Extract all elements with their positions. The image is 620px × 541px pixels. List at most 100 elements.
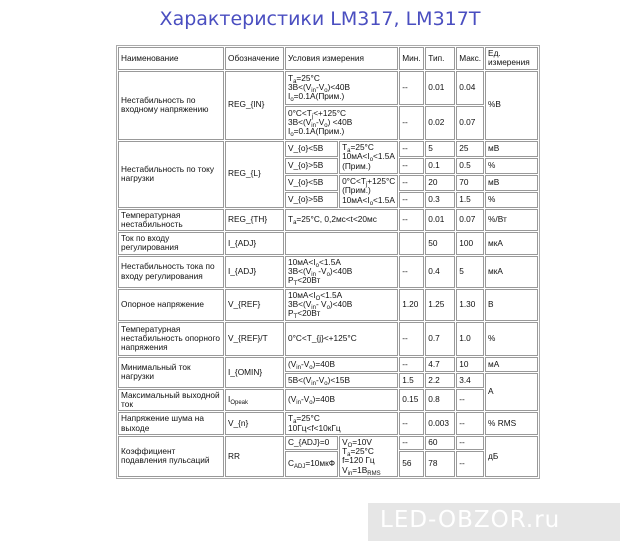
- table-header: Наименование Обозначение Условия измерен…: [118, 47, 539, 70]
- cell-cond: V_{o}<5В: [285, 174, 339, 191]
- cell-name: Опорное напряжение: [118, 288, 224, 321]
- cell-min: --: [399, 70, 425, 105]
- table-row: Опорное напряжение V_{REF} 10мА<IO<1.5А 3…: [118, 288, 539, 321]
- characteristics-table: Наименование Обозначение Условия измерен…: [116, 45, 541, 479]
- cell-max: 0.04: [456, 70, 485, 105]
- cell-max: 0.07: [456, 105, 485, 140]
- cell-min: --: [399, 435, 425, 450]
- cell-symbol: I_{OMIN}: [225, 356, 284, 388]
- cell-symbol: I_{ADJ}: [225, 232, 284, 255]
- cell-name: Температурная нестабильность: [118, 208, 224, 232]
- watermark: LED-OBZOR.ru: [368, 503, 620, 541]
- cell-unit: %: [485, 157, 539, 174]
- cell-unit: %: [485, 321, 539, 356]
- cell-max: --: [456, 388, 485, 412]
- cell-max: 1.30: [456, 288, 485, 321]
- cell-cond: C_{ADJ}=0: [285, 435, 339, 450]
- cell-typ: 20: [425, 174, 456, 191]
- cell-cond: 0°C<Tj+125°C (Прим.) 10мА<Io<1.5А: [339, 174, 399, 208]
- cell-cond: Ta=25°C, 0,2мс<t<20мс: [285, 208, 399, 232]
- cell-unit: А: [485, 372, 539, 412]
- cell-unit: % RMS: [485, 412, 539, 435]
- cell-min: --: [399, 105, 425, 140]
- table-row: Нестабильность по току нагрузки REG_{L} …: [118, 140, 539, 208]
- cell-max: 0.5: [456, 157, 485, 174]
- cell-symbol: REG_{L}: [225, 140, 284, 208]
- cell-typ: 60: [425, 435, 456, 450]
- cell-cond: V_{o}>5В: [285, 157, 339, 174]
- cell-unit: %В: [485, 70, 539, 140]
- cell-cond: V_{o}>5В: [285, 191, 339, 208]
- cell-max: --: [456, 450, 485, 477]
- cell-name: Напряжение шума на выходе: [118, 412, 224, 435]
- table-row: 0°C<Tj<+125°C 3В<(Vin-Vo) <40В Io=0.1А(При…: [118, 105, 538, 140]
- cell-unit: мВ: [485, 174, 539, 191]
- cell-cond: 0°C<T_{j}<+125°C: [285, 321, 399, 356]
- cell-typ: 0.01: [425, 208, 456, 232]
- cell-min: --: [399, 255, 425, 288]
- header-unit: Ед. измерения: [485, 47, 539, 70]
- cell-min: 56: [399, 450, 425, 477]
- cell-typ: 50: [425, 232, 456, 255]
- cell-max: 1.5: [456, 191, 485, 208]
- cell-name: Коэффициент подавления пульсаций: [118, 435, 224, 477]
- cell-name: Ток по входу регулирования: [118, 232, 224, 255]
- cell-cond: 10мА<IO<1.5А 3В<(Vin- Vo)<40В PT<20Вт: [285, 288, 399, 321]
- cell-symbol: REG_{IN}: [225, 70, 284, 140]
- cell-typ: 0.7: [425, 321, 456, 356]
- cell-symbol: I_{ADJ}: [225, 255, 284, 288]
- cell-max: 1.0: [456, 321, 485, 356]
- table-row: CADJ=10мкФ 56 78 --: [118, 450, 538, 477]
- cell-unit: %: [485, 191, 539, 208]
- cell-max: --: [456, 435, 485, 450]
- cell-typ: 0.3: [425, 191, 456, 208]
- header-max: Макс.: [456, 47, 485, 70]
- table-row: V_{o}>5В -- 0.1 0.5 %: [118, 157, 539, 174]
- table-row: Ток по входу регулирования I_{ADJ} 50 10…: [118, 232, 539, 255]
- cell-cond: [285, 232, 399, 255]
- table-row: 5В<(Vin-Vo)<15В 1.5 2.2 3.4 А: [118, 372, 539, 412]
- cell-cond: Ta=25°C 10мА<Io<1.5А (Прим.): [339, 140, 399, 174]
- cell-name: Температурная нестабильность опорного на…: [118, 321, 224, 356]
- cell-max: 5: [456, 255, 485, 288]
- cell-cond: (Vin-Vo)=40В: [285, 356, 399, 372]
- cell-typ: 0.8: [425, 388, 456, 412]
- table-row: Максимальный выходной ток IOpeak (Vin-Vo…: [118, 388, 538, 412]
- cell-min: --: [399, 174, 425, 191]
- cell-symbol: V_{REF}: [225, 288, 284, 321]
- header-conditions: Условия измерения: [285, 47, 399, 70]
- cell-min: --: [399, 157, 425, 174]
- cell-name: Нестабильность тока по входу регулирован…: [118, 255, 224, 288]
- cell-symbol: IOpeak: [225, 388, 284, 412]
- cell-unit: %/Вт: [485, 208, 539, 232]
- cell-unit: мВ: [485, 140, 539, 157]
- cell-symbol: REG_{TH}: [225, 208, 284, 232]
- cell-max: 100: [456, 232, 485, 255]
- watermark-text: LED-OBZOR.ru: [380, 507, 561, 533]
- cell-typ: 0.01: [425, 70, 456, 105]
- header-symbol: Обозначение: [225, 47, 284, 70]
- cell-typ: 2.2: [425, 372, 456, 388]
- cell-max: 3.4: [456, 372, 485, 388]
- cell-cond: VO=10V Ta=25°C f=120 Гц Vin=1ВRMS: [339, 435, 399, 477]
- cell-unit: мА: [485, 356, 539, 372]
- cell-max: 0.07: [456, 208, 485, 232]
- cell-cond: Ta=25°C 10Гц<f<10кГц: [285, 412, 399, 435]
- table-row: Температурная нестабильность опорного на…: [118, 321, 539, 356]
- cell-unit: дБ: [485, 435, 539, 477]
- cell-typ: 0.003: [425, 412, 456, 435]
- cell-symbol: RR: [225, 435, 284, 477]
- table-row: Нестабильность по входному напряжению RE…: [118, 70, 539, 140]
- table-row: V_{o}<5В 0°C<Tj+125°C (Прим.) 10мА<Io<1.5А…: [118, 174, 539, 208]
- cell-min: [399, 232, 425, 255]
- table-row: Минимальный ток нагрузки I_{OMIN} (Vin-V…: [118, 356, 539, 388]
- cell-min: --: [399, 191, 425, 208]
- cell-symbol: V_{n}: [225, 412, 284, 435]
- header-min: Мин.: [399, 47, 425, 70]
- cell-typ: 0.02: [425, 105, 456, 140]
- cell-min: --: [399, 140, 425, 157]
- cell-max: --: [456, 412, 485, 435]
- cell-min: --: [399, 356, 425, 372]
- cell-cond: (Vin-Vo)=40В: [285, 388, 399, 412]
- cell-name: Максимальный выходной ток: [118, 388, 224, 412]
